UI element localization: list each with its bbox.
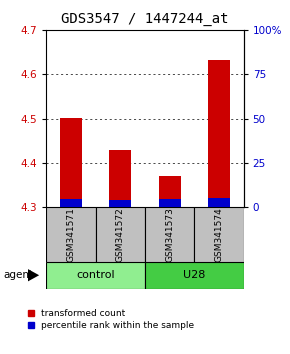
Legend: transformed count, percentile rank within the sample: transformed count, percentile rank withi… xyxy=(28,309,194,330)
Bar xyxy=(208,198,230,207)
Title: GDS3547 / 1447244_at: GDS3547 / 1447244_at xyxy=(61,12,229,26)
Text: GSM341571: GSM341571 xyxy=(66,207,76,262)
Bar xyxy=(145,262,244,289)
Bar xyxy=(159,176,181,207)
Bar xyxy=(208,60,230,207)
Text: GSM341572: GSM341572 xyxy=(116,207,125,262)
Text: agent: agent xyxy=(3,270,33,280)
Bar xyxy=(159,199,181,207)
Bar xyxy=(96,207,145,262)
Text: GSM341574: GSM341574 xyxy=(214,207,224,262)
Bar xyxy=(46,207,96,262)
Bar xyxy=(145,207,194,262)
Polygon shape xyxy=(28,269,39,282)
Bar xyxy=(60,118,82,207)
Bar xyxy=(109,200,131,207)
Bar xyxy=(194,207,244,262)
Bar xyxy=(60,199,82,207)
Text: GSM341573: GSM341573 xyxy=(165,207,174,262)
Bar xyxy=(109,149,131,207)
Text: U28: U28 xyxy=(183,270,206,280)
Text: control: control xyxy=(76,270,115,280)
Bar xyxy=(46,262,145,289)
